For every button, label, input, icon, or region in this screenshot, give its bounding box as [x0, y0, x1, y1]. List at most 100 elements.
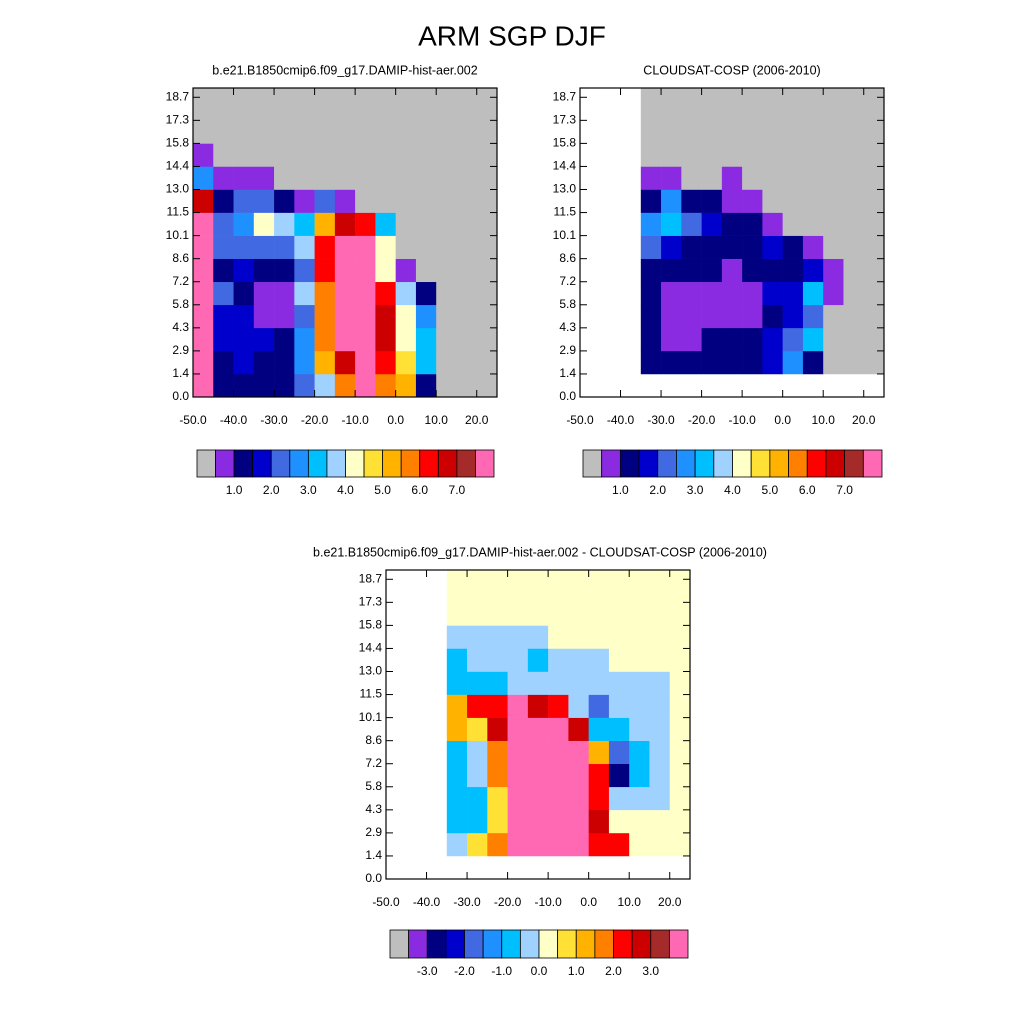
cell [782, 258, 804, 283]
cell [487, 570, 508, 580]
panel: b.e21.B1850cmip6.f09_g17.DAMIP-hist-aer.… [313, 545, 767, 978]
cell [681, 235, 702, 259]
cell [640, 143, 662, 167]
cell [802, 97, 824, 121]
cell [588, 671, 610, 695]
cell [843, 120, 865, 144]
cell [640, 304, 662, 329]
cell [395, 350, 417, 375]
y-tick-label: 5.8 [172, 297, 189, 311]
cell [669, 570, 690, 580]
colorbar-box [501, 929, 521, 959]
cell [843, 304, 865, 329]
cell [355, 235, 376, 259]
cell [314, 97, 336, 121]
colorbar-box [382, 449, 402, 478]
cell [436, 97, 457, 121]
x-tick-label: 10.0 [618, 895, 642, 909]
colorbar-label: 1.0 [568, 964, 585, 978]
cell [507, 579, 529, 603]
cell [661, 235, 682, 259]
y-tick-label: 18.7 [166, 89, 190, 103]
cell [548, 786, 569, 811]
cell [233, 166, 255, 190]
cell [334, 304, 356, 329]
cell [253, 235, 275, 259]
colorbar-label: -2.0 [454, 964, 475, 978]
cell [456, 327, 478, 352]
cell [314, 143, 336, 167]
cells [193, 88, 497, 397]
cell [193, 373, 214, 397]
cell [193, 143, 214, 167]
cell [456, 189, 478, 213]
cell [334, 258, 356, 283]
cell [721, 166, 743, 190]
colorbar-box [252, 449, 272, 478]
cell [446, 625, 468, 649]
cell [355, 304, 376, 329]
cell [467, 625, 488, 649]
colorbar-box [464, 929, 484, 959]
cell [314, 120, 336, 144]
cell [213, 304, 234, 329]
cell [721, 304, 743, 329]
cell [415, 143, 437, 167]
panel-title: b.e21.B1850cmip6.f09_g17.DAMIP-hist-aer.… [212, 63, 477, 77]
cell [661, 258, 682, 283]
cell [476, 166, 497, 190]
cell [253, 88, 275, 98]
cell [681, 88, 702, 98]
cell [446, 570, 468, 580]
figure-title: ARM SGP DJF [418, 20, 606, 51]
cell [863, 212, 884, 236]
cell [294, 120, 315, 144]
cell [661, 189, 682, 213]
cell [661, 212, 682, 236]
cell [669, 717, 690, 741]
cell [802, 166, 824, 190]
cell [456, 120, 478, 144]
cell [742, 143, 763, 167]
cell [294, 304, 315, 329]
cell [375, 212, 396, 236]
colorbar-box [437, 449, 458, 478]
cell [355, 166, 376, 190]
cell [334, 143, 356, 167]
colorbar-box [482, 929, 503, 959]
cell [334, 235, 356, 259]
cell [649, 832, 671, 857]
cell [415, 327, 437, 352]
cell [608, 740, 630, 765]
colorbar-box [732, 449, 752, 478]
cell [314, 88, 336, 98]
cell [274, 189, 295, 213]
cell [233, 304, 255, 329]
cell [863, 120, 884, 144]
cell [742, 304, 763, 329]
cell [527, 694, 549, 718]
y-tick-label: 1.4 [559, 366, 576, 380]
y-tick-label: 14.4 [553, 159, 577, 173]
x-tick-label: 0.0 [387, 413, 404, 427]
cell [629, 809, 650, 834]
cell [548, 717, 569, 741]
cell [782, 189, 804, 213]
y-tick-label: 14.4 [359, 641, 383, 655]
cell [721, 88, 743, 98]
cell [588, 832, 610, 857]
cell [467, 694, 488, 718]
colorbar-label: 6.0 [411, 483, 428, 497]
cell [701, 304, 723, 329]
cell [456, 97, 478, 121]
colorbar-box [638, 449, 659, 478]
cell [640, 235, 662, 259]
y-tick-label: 11.5 [554, 205, 577, 219]
cell [527, 602, 549, 626]
cell [548, 602, 569, 626]
colorbar-box [750, 449, 771, 478]
cell [334, 88, 356, 98]
cell [762, 327, 783, 352]
panel-title: b.e21.B1850cmip6.f09_g17.DAMIP-hist-aer.… [313, 545, 767, 559]
cell [487, 763, 508, 788]
